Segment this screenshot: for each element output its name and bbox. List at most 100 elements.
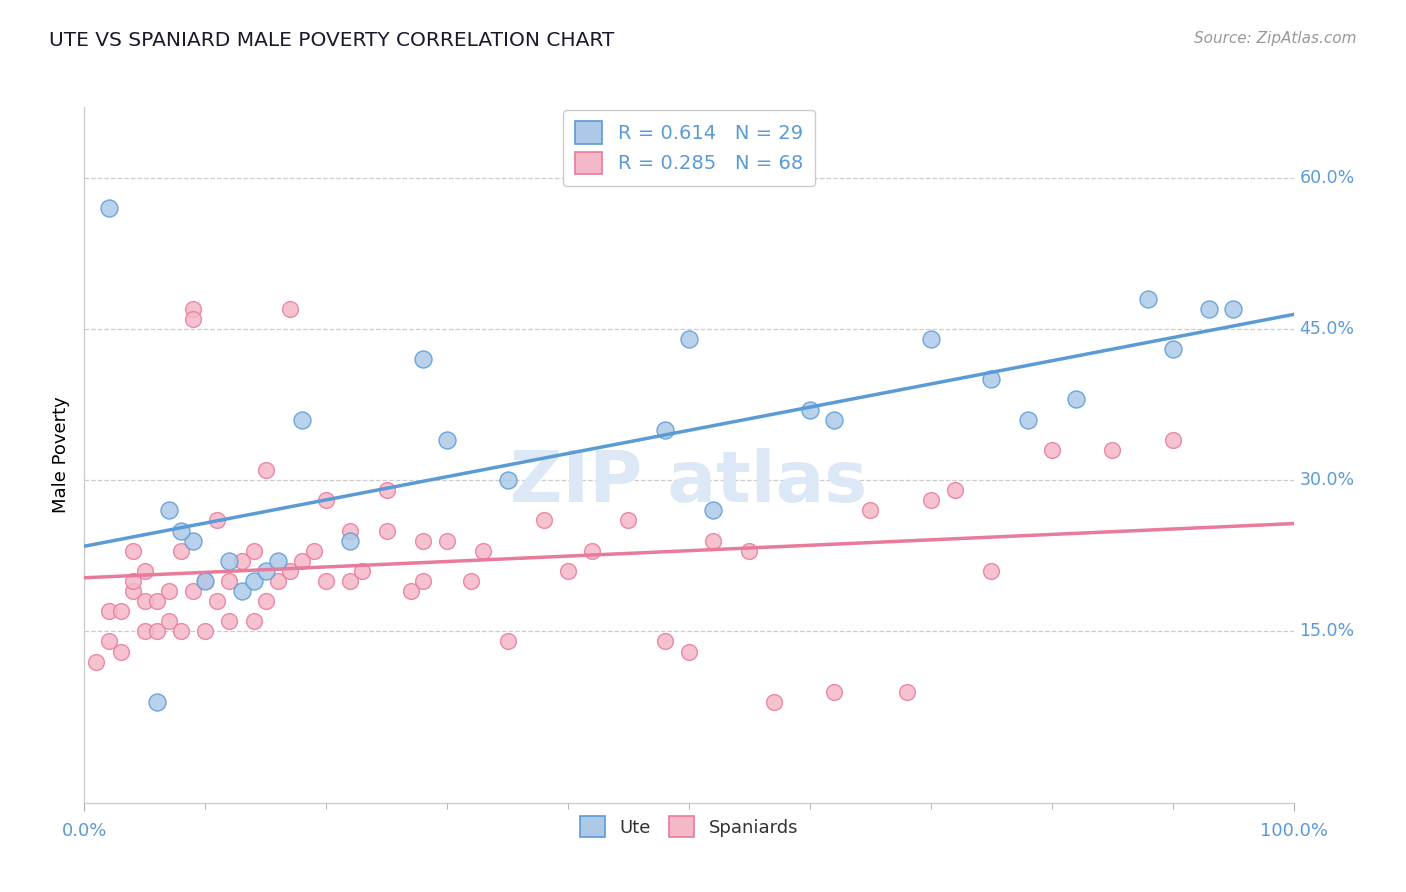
Point — [1222, 301, 1244, 316]
Point — [436, 533, 458, 548]
Point — [181, 311, 204, 326]
Point — [352, 564, 374, 578]
Point — [134, 594, 156, 608]
Point — [146, 624, 169, 639]
Point — [943, 483, 966, 498]
Point — [702, 503, 724, 517]
Point — [1137, 292, 1160, 306]
Point — [412, 533, 434, 548]
Point — [399, 584, 422, 599]
Point — [291, 412, 314, 426]
Point — [121, 584, 143, 599]
Point — [181, 533, 204, 548]
Point — [702, 533, 724, 548]
Text: ZIP atlas: ZIP atlas — [510, 449, 868, 517]
Text: Source: ZipAtlas.com: Source: ZipAtlas.com — [1194, 31, 1357, 46]
Text: 15.0%: 15.0% — [1299, 623, 1355, 640]
Text: 45.0%: 45.0% — [1299, 320, 1354, 338]
Point — [134, 564, 156, 578]
Point — [291, 554, 314, 568]
Point — [339, 533, 361, 548]
Point — [157, 615, 180, 629]
Point — [375, 483, 398, 498]
Point — [110, 604, 132, 618]
Point — [859, 503, 882, 517]
Point — [97, 604, 120, 618]
Point — [146, 594, 169, 608]
Point — [460, 574, 482, 588]
Point — [218, 574, 240, 588]
Y-axis label: Male Poverty: Male Poverty — [52, 397, 70, 513]
Point — [375, 524, 398, 538]
Point — [181, 301, 204, 316]
Point — [617, 513, 640, 527]
Point — [181, 584, 204, 599]
Point — [194, 574, 217, 588]
Point — [1040, 442, 1063, 457]
Point — [170, 543, 193, 558]
Text: 30.0%: 30.0% — [1299, 471, 1355, 489]
Point — [557, 564, 579, 578]
Point — [146, 695, 169, 709]
Point — [170, 624, 193, 639]
Point — [1161, 433, 1184, 447]
Point — [762, 695, 785, 709]
Point — [110, 644, 132, 658]
Point — [302, 543, 325, 558]
Point — [121, 574, 143, 588]
Point — [581, 543, 603, 558]
Point — [738, 543, 761, 558]
Point — [1064, 392, 1087, 407]
Point — [315, 493, 337, 508]
Point — [97, 634, 120, 648]
Point — [267, 554, 290, 568]
Point — [254, 463, 277, 477]
Point — [207, 594, 229, 608]
Point — [278, 564, 301, 578]
Point — [1161, 342, 1184, 356]
Point — [121, 543, 143, 558]
Point — [412, 574, 434, 588]
Point — [436, 433, 458, 447]
Point — [1101, 442, 1123, 457]
Point — [194, 624, 217, 639]
Point — [207, 513, 229, 527]
Point — [533, 513, 555, 527]
Point — [920, 493, 942, 508]
Text: UTE VS SPANIARD MALE POVERTY CORRELATION CHART: UTE VS SPANIARD MALE POVERTY CORRELATION… — [49, 31, 614, 50]
Point — [134, 624, 156, 639]
Point — [472, 543, 495, 558]
Point — [254, 594, 277, 608]
Point — [496, 473, 519, 487]
Point — [278, 301, 301, 316]
Point — [1198, 301, 1220, 316]
Point — [799, 402, 821, 417]
Point — [678, 644, 700, 658]
Point — [218, 615, 240, 629]
Point — [920, 332, 942, 346]
Point — [823, 412, 845, 426]
Point — [1017, 412, 1039, 426]
Point — [157, 503, 180, 517]
Point — [654, 423, 676, 437]
Point — [97, 201, 120, 215]
Point — [157, 584, 180, 599]
Point — [678, 332, 700, 346]
Point — [412, 352, 434, 367]
Point — [980, 564, 1002, 578]
Point — [86, 655, 108, 669]
Point — [823, 685, 845, 699]
Point — [254, 564, 277, 578]
Point — [218, 554, 240, 568]
Point — [315, 574, 337, 588]
Point — [980, 372, 1002, 386]
Point — [242, 574, 264, 588]
Text: 60.0%: 60.0% — [1299, 169, 1355, 186]
Point — [231, 554, 253, 568]
Point — [231, 584, 253, 599]
Point — [339, 574, 361, 588]
Point — [896, 685, 918, 699]
Point — [194, 574, 217, 588]
Point — [242, 615, 264, 629]
Point — [267, 574, 290, 588]
